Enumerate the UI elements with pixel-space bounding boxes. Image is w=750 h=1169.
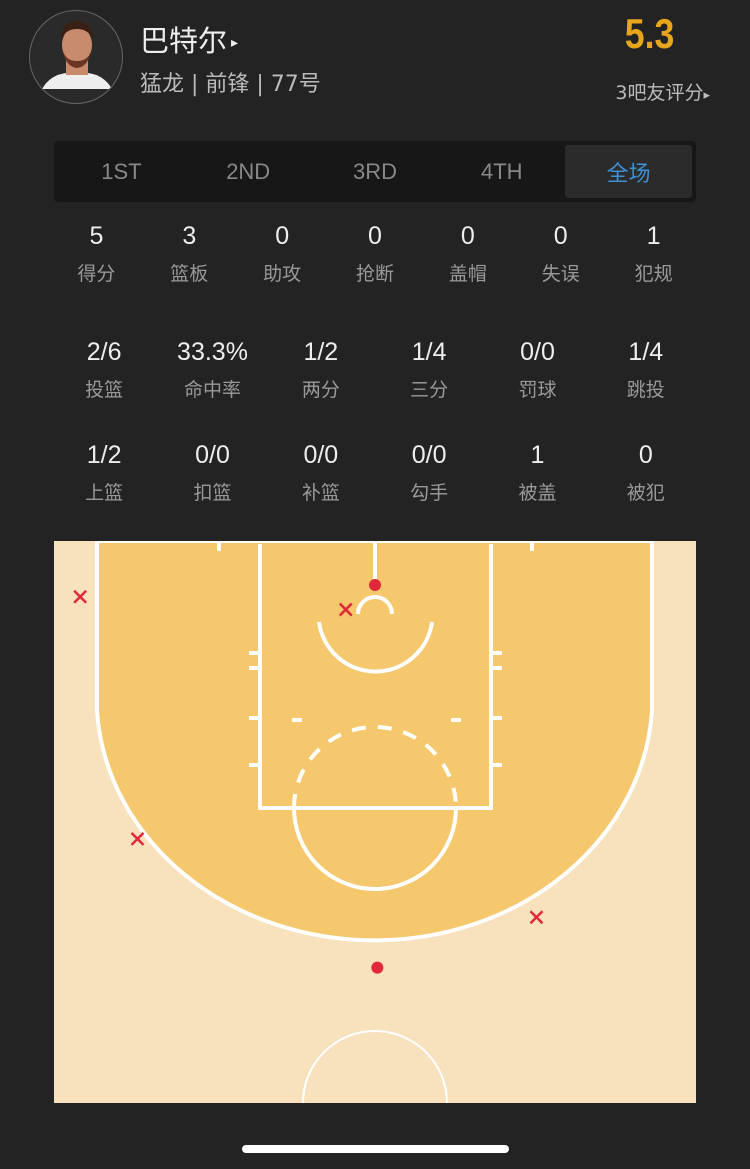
tab-2nd[interactable]: 2ND xyxy=(226,158,271,184)
free-throw-circle-upper xyxy=(292,725,458,809)
stat-value: 1/2 xyxy=(303,338,339,366)
tab-3rd[interactable]: 3RD xyxy=(352,158,397,184)
lane-ticks xyxy=(249,651,502,767)
stat-value: 0 xyxy=(275,222,290,250)
stat-value: 2/6 xyxy=(86,338,122,366)
stat-label: 跳投 xyxy=(626,379,665,401)
stat-item: 2/6 投篮 xyxy=(50,338,158,402)
stat-item: 0/0 勾手 xyxy=(375,441,483,505)
missed-shot-marker xyxy=(338,602,353,617)
stat-value: 0/0 xyxy=(303,441,339,469)
stat-label: 上篮 xyxy=(85,482,124,504)
stat-value: 1/2 xyxy=(86,441,122,469)
missed-shot-marker xyxy=(73,589,88,604)
stat-label: 助攻 xyxy=(263,263,302,285)
stat-item: 0 抢断 xyxy=(329,222,422,286)
stats-row-shooting: 2/6 投篮 33.3% 命中率 1/2 两分 1/4 三分 0/0 罚球 1/4 跳投 xyxy=(50,338,700,402)
play-arrow-icon: ▸ xyxy=(231,35,239,51)
stat-value: 1 xyxy=(646,222,661,250)
tab-1st[interactable]: 1ST xyxy=(101,158,142,184)
stat-label: 扣篮 xyxy=(193,482,232,504)
player-avatar[interactable] xyxy=(29,10,123,104)
stat-value: 0 xyxy=(553,222,568,250)
stat-label: 被盖 xyxy=(518,482,557,504)
stat-item: 1/4 跳投 xyxy=(592,338,700,402)
stat-item: 0 盖帽 xyxy=(421,222,514,286)
player-name-text: 巴特尔 xyxy=(140,24,228,58)
restricted-area xyxy=(317,621,434,674)
home-indicator[interactable] xyxy=(242,1145,509,1153)
hash-marks xyxy=(217,541,534,551)
tab-4th[interactable]: 4TH xyxy=(481,158,523,184)
stat-value: 33.3% xyxy=(177,338,248,366)
stats-row-basic: 5 得分 3 篮板 0 助攻 0 抢断 0 盖帽 0 失误 1 犯规 xyxy=(50,222,700,286)
stat-item: 0/0 扣篮 xyxy=(158,441,266,505)
stat-label: 罚球 xyxy=(518,379,557,401)
stat-value: 0 xyxy=(460,222,475,250)
stat-label: 三分 xyxy=(410,379,449,401)
made-shot-marker xyxy=(371,961,384,974)
paint-lane xyxy=(258,544,493,810)
stat-value: 0/0 xyxy=(411,441,447,469)
stat-value: 3 xyxy=(182,222,197,250)
stat-label: 被犯 xyxy=(626,482,665,504)
stat-item: 0 被犯 xyxy=(592,441,700,505)
stat-label: 得分 xyxy=(77,263,116,285)
stat-value: 1/4 xyxy=(411,338,447,366)
period-tabs: 1ST 2ND 3RD 4TH 全场 xyxy=(54,141,696,202)
stat-item: 1/2 上篮 xyxy=(50,441,158,505)
stat-item: 5 得分 xyxy=(50,222,143,286)
stat-label: 抢断 xyxy=(356,263,395,285)
stat-label: 投篮 xyxy=(85,379,124,401)
stat-item: 1/4 三分 xyxy=(375,338,483,402)
stat-label: 命中率 xyxy=(183,379,241,401)
stat-value: 0 xyxy=(638,441,653,469)
stats-row-shot-types: 1/2 上篮 0/0 扣篮 0/0 补篮 0/0 勾手 1 被盖 0 被犯 xyxy=(50,441,700,505)
stat-value: 5 xyxy=(89,222,104,250)
tab-full-game[interactable]: 全场 xyxy=(565,145,692,198)
stat-item: 0 失误 xyxy=(514,222,607,286)
stat-label: 勾手 xyxy=(410,482,449,504)
stat-item: 1/2 两分 xyxy=(267,338,375,402)
center-circle xyxy=(302,1030,448,1103)
stat-value: 1 xyxy=(530,441,545,469)
stat-item: 3 篮板 xyxy=(143,222,236,286)
stat-item: 1 犯规 xyxy=(607,222,700,286)
stat-item: 0/0 补篮 xyxy=(267,441,375,505)
stat-value: 0/0 xyxy=(520,338,555,366)
stat-label: 补篮 xyxy=(301,482,340,504)
stat-item: 33.3% 命中率 xyxy=(158,338,266,402)
stat-label: 两分 xyxy=(301,379,340,401)
made-shot-marker xyxy=(369,579,381,591)
stat-item: 1 被盖 xyxy=(483,441,591,505)
stat-label: 犯规 xyxy=(634,263,673,285)
stat-value: 1/4 xyxy=(628,338,664,366)
stat-value: 0 xyxy=(368,222,382,250)
play-arrow-icon: ▸ xyxy=(703,88,710,103)
shot-chart xyxy=(54,541,696,1103)
fan-rating-link[interactable]: 3吧友评分▸ xyxy=(615,78,710,105)
stat-label: 失误 xyxy=(541,263,580,285)
free-throw-circle-lower xyxy=(292,807,458,891)
stat-value: 0/0 xyxy=(195,441,230,469)
player-photo xyxy=(42,21,112,89)
stat-item: 0 助攻 xyxy=(236,222,329,286)
player-info: 猛龙 | 前锋 | 77号 xyxy=(140,72,321,97)
missed-shot-marker xyxy=(529,910,544,925)
fan-rating-text: 3吧友评分 xyxy=(615,82,704,104)
player-score: 5.3 xyxy=(624,10,674,57)
stat-item: 0/0 罚球 xyxy=(483,338,591,402)
stat-label: 篮板 xyxy=(170,263,209,285)
rim-arc xyxy=(356,595,394,615)
stat-label: 盖帽 xyxy=(448,263,487,285)
player-name[interactable]: 巴特尔 ▸ xyxy=(140,18,238,60)
missed-shot-marker xyxy=(130,832,145,846)
three-point-line xyxy=(95,541,654,943)
